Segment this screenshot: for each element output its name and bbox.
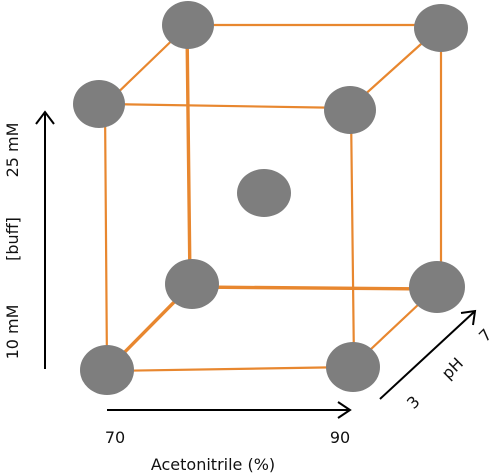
point-back-top-left [162, 1, 214, 49]
edge-front-bottom [105, 365, 355, 373]
x-axis-high-label: 90 [330, 428, 350, 447]
z-axis-low-label: 3 [403, 392, 424, 413]
y-axis-title: [buff] [3, 217, 22, 261]
point-back-bottom-right [409, 261, 465, 313]
x-axis-arrow [107, 401, 352, 419]
edge-front-right [349, 108, 356, 367]
z-axis-arrow [379, 309, 477, 400]
y-axis-arrow [35, 110, 55, 369]
point-front-bottom-left [80, 345, 134, 395]
point-back-top-right [414, 4, 468, 52]
x-axis-low-label: 70 [105, 428, 125, 447]
y-axis-low-label: 10 mM [3, 305, 22, 360]
y-axis-high-label: 25 mM [3, 123, 22, 178]
x-axis-title: Acetonitrile (%) [151, 455, 275, 474]
point-center [237, 169, 291, 217]
z-axis-high-label: 7 [475, 325, 496, 346]
point-front-top-right [324, 86, 376, 134]
design-points [73, 1, 468, 395]
z-axis-title: pH [438, 354, 467, 383]
edge-front-top [103, 102, 352, 110]
point-front-top-left [73, 80, 125, 128]
edge-front-left [103, 103, 109, 371]
edge-back-left [185, 25, 192, 285]
point-front-bottom-right [326, 342, 380, 392]
edge-back-bottom [190, 285, 438, 291]
point-back-bottom-left [165, 259, 219, 309]
